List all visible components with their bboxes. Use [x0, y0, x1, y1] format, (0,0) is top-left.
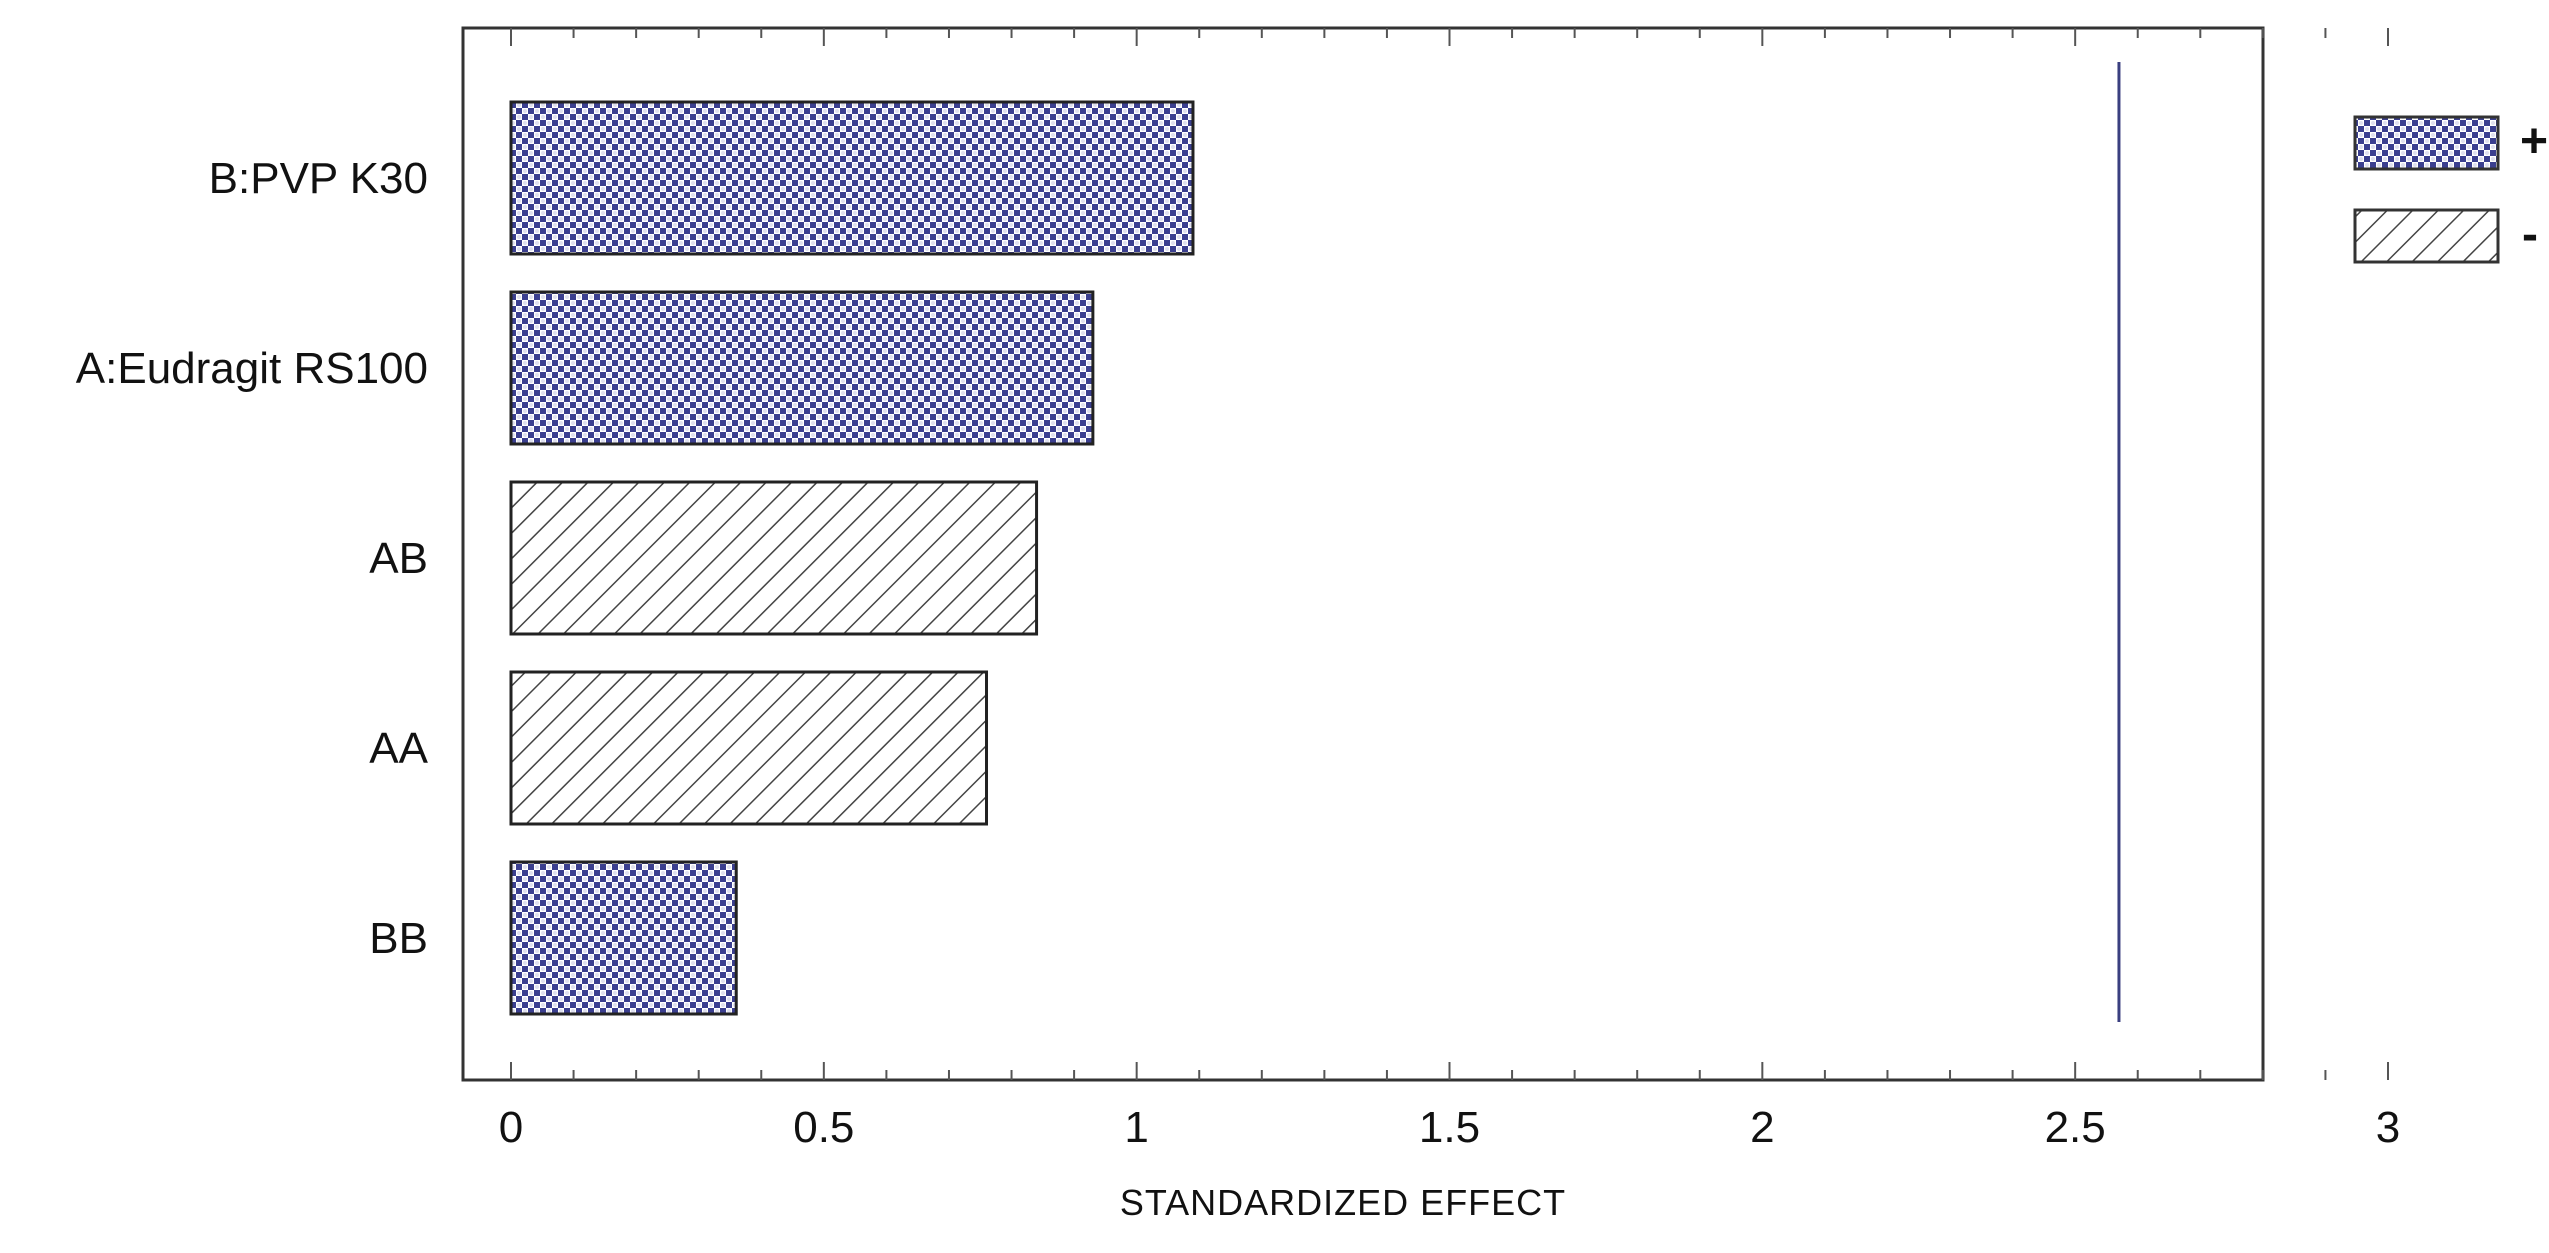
legend-label-negative: -	[2522, 208, 2538, 261]
x-tick-label-1: 0.5	[793, 1103, 854, 1152]
bar-0	[509, 100, 1195, 256]
x-axis-title: STANDARDIZED EFFECT	[1120, 1182, 1566, 1223]
x-tick-label-4: 2	[1750, 1103, 1774, 1152]
category-label-2: AB	[369, 534, 428, 583]
category-label-4: BB	[369, 914, 428, 963]
legend: + -	[2353, 115, 2548, 264]
bar-1	[509, 290, 1095, 446]
category-label-3: AA	[369, 724, 428, 773]
bars-layer	[509, 100, 1195, 1016]
legend-label-positive: +	[2520, 115, 2548, 168]
y-axis-categories: B:PVP K30 A:Eudragit RS100 AB AA BB	[76, 154, 429, 963]
x-axis-ticks: 0 0.5 1 1.5 2 2.5 3	[499, 28, 2400, 1152]
legend-swatch-positive	[2353, 115, 2500, 171]
bar-4	[509, 860, 738, 1016]
x-tick-label-3: 1.5	[1419, 1103, 1480, 1152]
x-tick-label-2: 1	[1124, 1103, 1148, 1152]
bar-3	[509, 670, 989, 826]
category-label-0: B:PVP K30	[209, 154, 428, 203]
bar-2	[509, 480, 1039, 636]
category-label-1: A:Eudragit RS100	[76, 344, 428, 393]
x-tick-label-5: 2.5	[2045, 1103, 2106, 1152]
legend-swatch-negative	[2353, 208, 2500, 264]
x-tick-label-6: 3	[2376, 1103, 2400, 1152]
x-tick-label-0: 0	[499, 1103, 523, 1152]
